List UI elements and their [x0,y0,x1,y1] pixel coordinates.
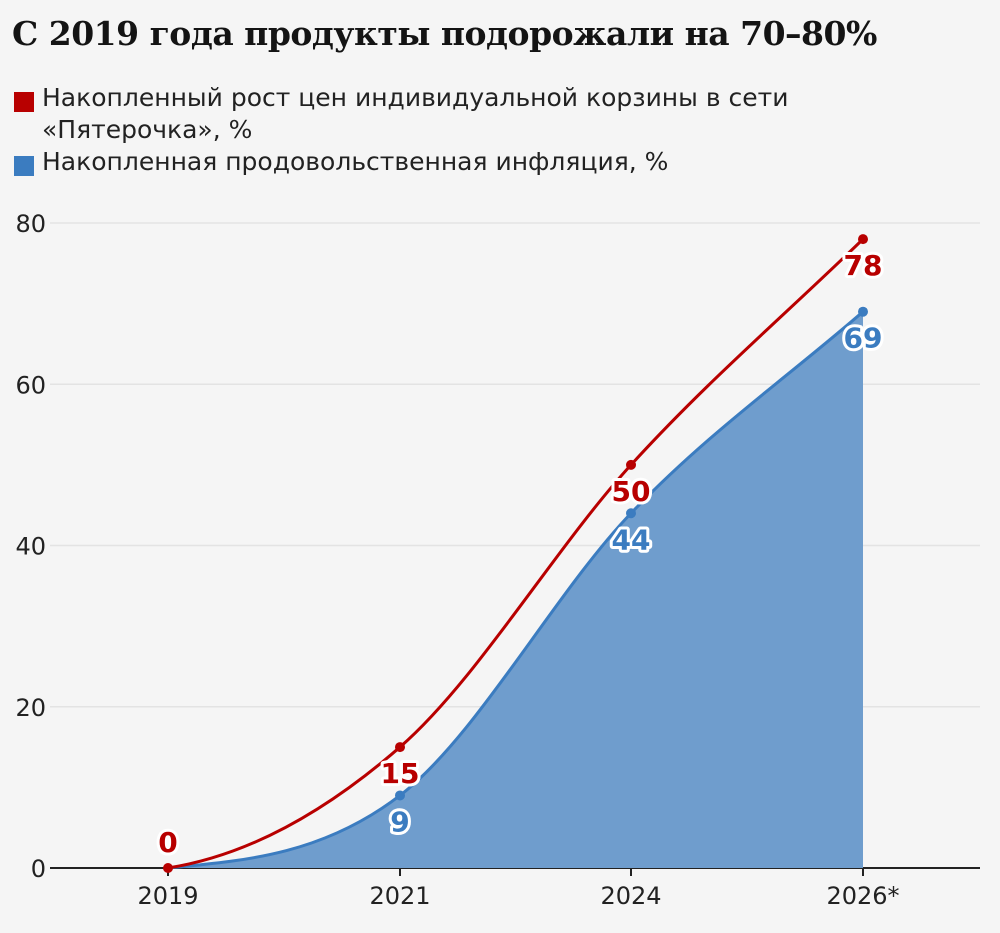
legend: Накопленный рост цен индивидуальной корз… [14,82,902,178]
legend-swatch-blue [14,156,34,176]
y-tick-label: 20 [15,694,46,722]
legend-item-inflation: Накопленная продовольственная инфляция, … [14,146,902,178]
x-tick-label: 2019 [137,882,198,910]
line-basket [167,238,865,870]
data-point [395,790,405,801]
data-label: 0 [158,826,177,859]
y-tick-label: 0 [31,855,46,883]
data-label: 50 [612,475,651,508]
x-tick-label: 2026* [826,882,899,910]
data-point [395,742,405,753]
legend-item-basket: Накопленный рост цен индивидуальной корз… [14,82,902,146]
line-inflation [167,310,864,870]
legend-swatch-red [14,92,34,112]
y-tick-label: 40 [15,533,46,561]
data-point [163,863,173,873]
data-label: 15 [381,757,420,790]
data-point [626,459,636,470]
data-label: 9 [390,805,409,838]
x-tick-label: 2021 [369,882,430,910]
chart-title: С 2019 года продукты подорожали на 70–80… [12,14,877,53]
data-label: 44 [612,523,651,556]
data-point [858,306,868,317]
legend-label: Накопленная продовольственная инфляция, … [42,147,669,176]
legend-label: Накопленный рост цен индивидуальной корз… [42,83,789,144]
y-tick-label: 60 [15,371,46,399]
x-tick-label: 2024 [600,882,661,910]
data-point [626,508,636,519]
data-point [858,234,868,245]
y-tick-label: 80 [15,210,46,238]
data-label: 69 [844,322,883,355]
data-label: 78 [844,249,883,282]
area-inflation [168,311,863,868]
